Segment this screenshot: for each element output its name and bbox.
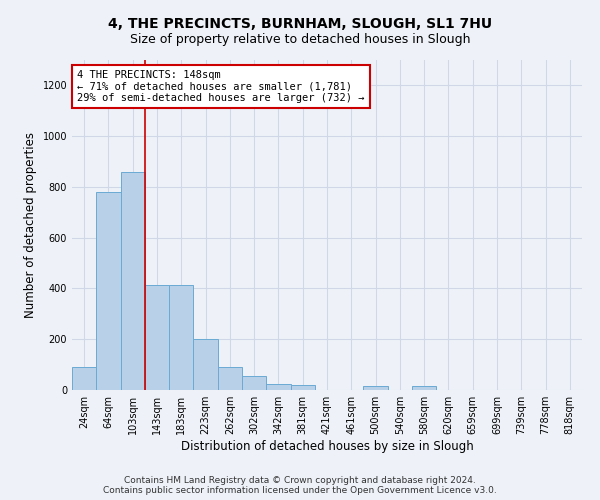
Text: Size of property relative to detached houses in Slough: Size of property relative to detached ho… bbox=[130, 32, 470, 46]
Bar bbox=[193, 339, 218, 390]
Bar bbox=[266, 384, 290, 390]
Bar bbox=[72, 367, 96, 390]
Bar bbox=[121, 172, 145, 390]
Bar bbox=[145, 284, 169, 390]
Text: 4, THE PRECINCTS, BURNHAM, SLOUGH, SL1 7HU: 4, THE PRECINCTS, BURNHAM, SLOUGH, SL1 7… bbox=[108, 18, 492, 32]
Bar bbox=[169, 284, 193, 390]
Bar bbox=[290, 385, 315, 390]
Y-axis label: Number of detached properties: Number of detached properties bbox=[24, 132, 37, 318]
Bar bbox=[364, 386, 388, 390]
Bar bbox=[218, 367, 242, 390]
X-axis label: Distribution of detached houses by size in Slough: Distribution of detached houses by size … bbox=[181, 440, 473, 453]
Text: Contains HM Land Registry data © Crown copyright and database right 2024.
Contai: Contains HM Land Registry data © Crown c… bbox=[103, 476, 497, 495]
Text: 4 THE PRECINCTS: 148sqm
← 71% of detached houses are smaller (1,781)
29% of semi: 4 THE PRECINCTS: 148sqm ← 71% of detache… bbox=[77, 70, 365, 103]
Bar bbox=[412, 386, 436, 390]
Bar bbox=[242, 376, 266, 390]
Bar bbox=[96, 192, 121, 390]
